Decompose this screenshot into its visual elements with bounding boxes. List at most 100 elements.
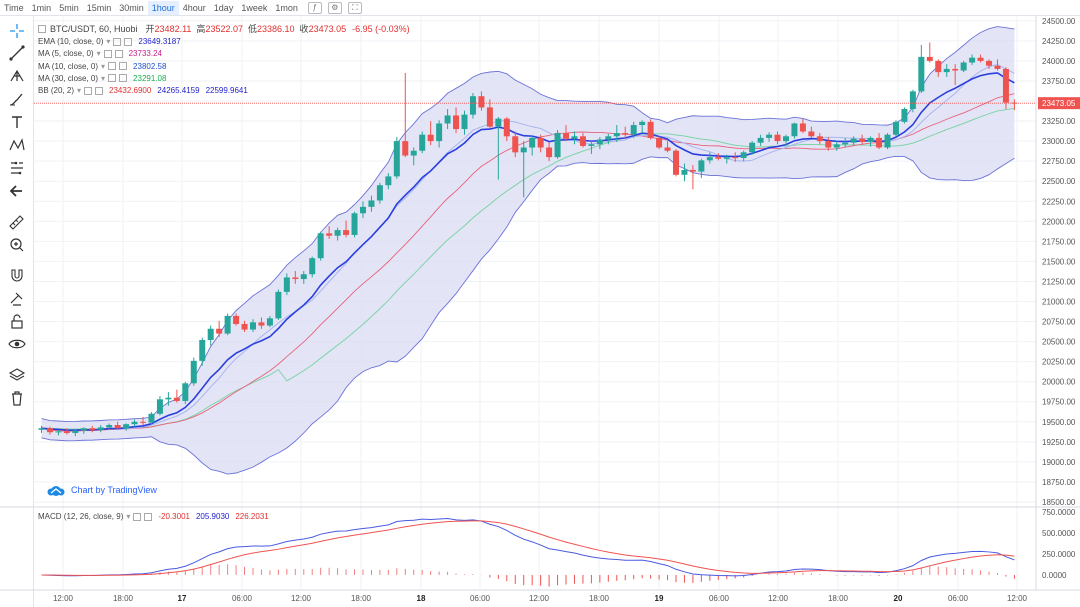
- candle-body: [520, 147, 527, 153]
- trend-line-icon[interactable]: [7, 44, 27, 62]
- candle-body: [140, 421, 147, 423]
- tradingview-attribution[interactable]: Chart by TradingView: [46, 484, 157, 496]
- collapse-legend-icon[interactable]: [38, 24, 46, 33]
- candle-body: [38, 428, 45, 430]
- indicator-legend-2: MA (10, close, 0) ▾ 23802.58: [38, 62, 166, 71]
- pattern-icon[interactable]: [7, 136, 27, 154]
- timeframe-1min[interactable]: 1min: [31, 2, 52, 13]
- macd-legend: MACD (12, 26, close, 9) ▾ -20.3001 205.9030…: [38, 512, 269, 521]
- timeframe-bar: Time 1min 5min 15min 30min 1hour 4hour 1day 1wee…: [0, 0, 1080, 16]
- indicator-legend-1-label: MA (5, close, 0): [38, 49, 94, 59]
- settings-icon[interactable]: ⚙: [327, 1, 342, 14]
- unlock-icon[interactable]: [7, 312, 27, 330]
- pitchfork-icon[interactable]: [7, 67, 27, 85]
- time-tick-label: 18:00: [113, 594, 134, 603]
- timeframe-30min[interactable]: 30min: [119, 2, 144, 13]
- candle-body: [799, 123, 806, 132]
- remove-icon[interactable]: [124, 37, 133, 46]
- candle-body: [630, 125, 637, 135]
- price-tick-label: 21500.00: [1042, 257, 1076, 266]
- brush-icon[interactable]: [7, 90, 27, 108]
- text-icon[interactable]: [7, 113, 27, 131]
- timeframe-1mon[interactable]: 1mon: [275, 2, 298, 13]
- candle-body: [241, 323, 248, 330]
- lock-drawings-icon[interactable]: [7, 289, 27, 307]
- dropdown-arrow-icon[interactable]: ▾: [101, 61, 106, 71]
- time-tick-label: 18:00: [351, 594, 372, 603]
- ruler-icon[interactable]: [7, 213, 27, 231]
- zoom-in-icon[interactable]: [7, 236, 27, 254]
- candle-body: [173, 397, 180, 401]
- candle-body: [664, 147, 671, 151]
- price-tick-label: 24000.00: [1042, 57, 1076, 66]
- settings-icon[interactable]: [133, 512, 142, 521]
- candle-body: [952, 68, 959, 71]
- settings-icon[interactable]: [84, 86, 93, 95]
- indicator-legend-4-value: 24265.4159: [157, 86, 200, 96]
- price-tick-label: 18500.00: [1042, 498, 1076, 507]
- candle-body: [385, 176, 392, 186]
- dropdown-arrow-icon[interactable]: ▾: [96, 49, 101, 59]
- indicators-icon[interactable]: ƒ: [307, 1, 322, 14]
- candle-body: [469, 96, 476, 115]
- close-label: 收: [299, 24, 309, 34]
- remove-icon[interactable]: [144, 512, 153, 521]
- candle-body: [909, 91, 916, 110]
- candle-body: [275, 291, 282, 319]
- time-tick-label: 18:00: [589, 594, 610, 603]
- dropdown-arrow-icon[interactable]: ▾: [106, 37, 111, 46]
- macd-legend-label: MACD (12, 26, close, 9): [38, 512, 124, 521]
- settings-icon[interactable]: [108, 74, 117, 83]
- macd-tick-label: 500.0000: [1042, 529, 1076, 538]
- candle-body: [842, 142, 849, 145]
- price-tick-label: 20250.00: [1042, 358, 1076, 367]
- fullscreen-icon[interactable]: ⛶: [347, 1, 362, 14]
- candle-body: [393, 141, 400, 177]
- candle-body: [816, 136, 823, 142]
- price-tick-label: 22250.00: [1042, 197, 1076, 206]
- candle-body: [698, 160, 705, 172]
- candle-body: [495, 118, 502, 127]
- dropdown-arrow-icon[interactable]: ▾: [101, 73, 106, 83]
- timeframe-5min[interactable]: 5min: [59, 2, 79, 13]
- candle-body: [63, 431, 70, 434]
- candle-body: [901, 109, 908, 122]
- dropdown-arrow-icon[interactable]: ▾: [126, 512, 131, 521]
- candle-body: [563, 133, 570, 139]
- remove-icon[interactable]: [119, 62, 128, 71]
- prediction-icon[interactable]: [7, 159, 27, 177]
- price-tick-label: 20500.00: [1042, 338, 1076, 347]
- bb-basis-line: [41, 93, 1015, 432]
- settings-icon[interactable]: [103, 49, 112, 58]
- trash-icon[interactable]: [7, 389, 27, 407]
- settings-icon[interactable]: [108, 62, 117, 71]
- eye-icon[interactable]: [7, 335, 27, 353]
- remove-icon[interactable]: [95, 86, 104, 95]
- timeframe-time[interactable]: Time: [4, 2, 24, 13]
- timeframe-1week[interactable]: 1week: [241, 2, 268, 13]
- candle-body: [199, 339, 206, 361]
- candle-body: [639, 121, 646, 126]
- close-value: 23473.05: [308, 23, 347, 34]
- price-tick-label: 22500.00: [1042, 177, 1076, 186]
- indicator-legend-0: EMA (10, close, 0) ▾ 23649.3187: [38, 37, 181, 46]
- timeframe-4hour[interactable]: 4hour: [182, 2, 206, 13]
- timeframe-1day[interactable]: 1day: [213, 2, 234, 13]
- dropdown-arrow-icon[interactable]: ▾: [77, 86, 82, 96]
- tradingview-logo-icon: [47, 486, 65, 496]
- layers-icon[interactable]: [7, 366, 27, 384]
- settings-icon[interactable]: [113, 37, 122, 46]
- timeframe-1hour[interactable]: 1hour: [147, 0, 179, 15]
- remove-icon[interactable]: [114, 49, 123, 58]
- candle-body: [876, 137, 883, 148]
- timeframe-15min[interactable]: 15min: [86, 2, 112, 13]
- back-arrow-icon[interactable]: [7, 182, 27, 200]
- crosshair-icon[interactable]: [7, 22, 27, 40]
- price-tick-label: 21250.00: [1042, 277, 1076, 286]
- candle-body: [969, 57, 976, 63]
- magnet-icon[interactable]: [7, 266, 27, 284]
- candle-body: [689, 169, 696, 172]
- remove-icon[interactable]: [119, 74, 128, 83]
- low-label: 低: [247, 24, 257, 34]
